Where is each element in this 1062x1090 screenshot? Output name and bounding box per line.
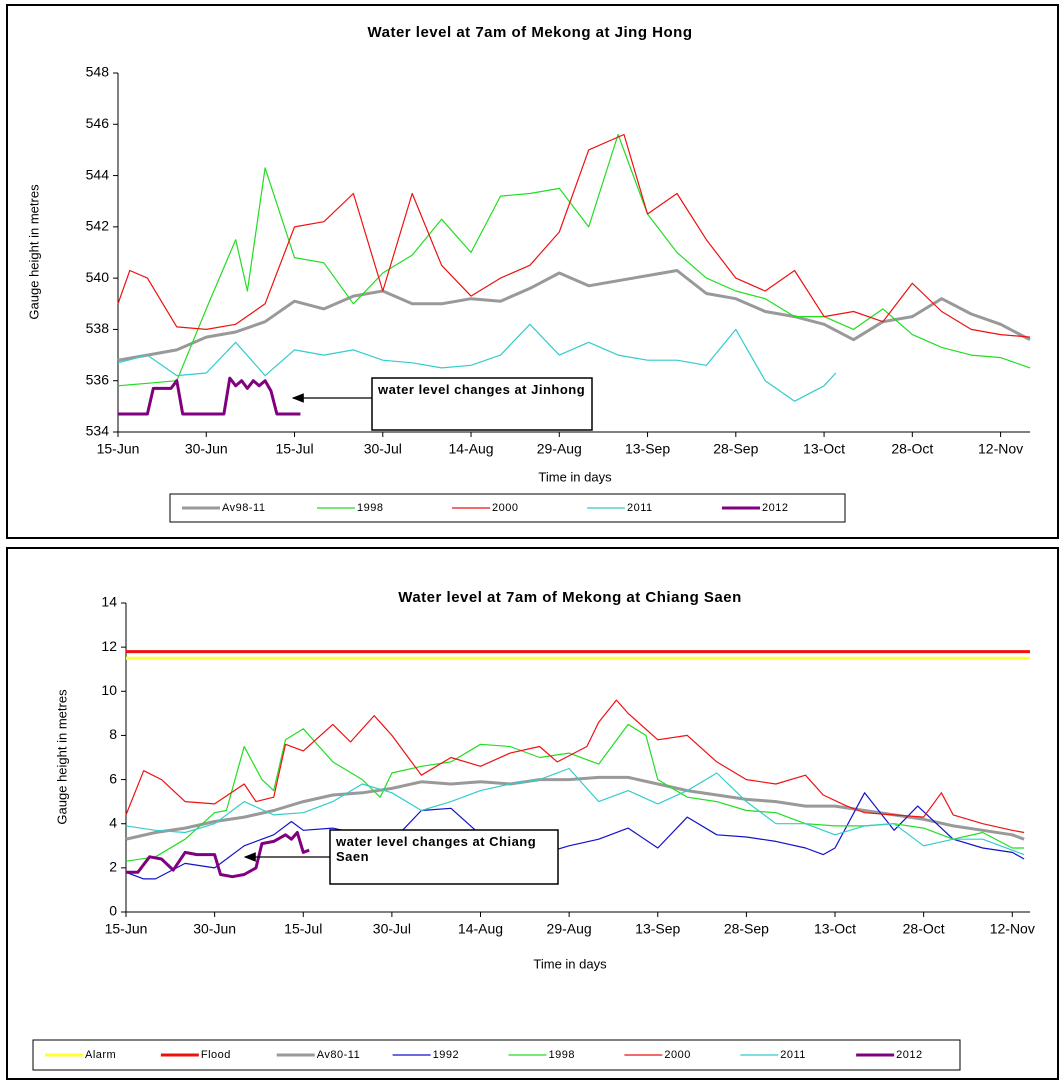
y-tick-label: 10 xyxy=(101,682,117,698)
x-tick-label: 15-Jun xyxy=(105,921,148,937)
annotation-text: water level changes at Chiang Saen xyxy=(330,830,558,884)
legend-label: 1998 xyxy=(357,502,383,514)
series-line xyxy=(126,777,1024,839)
legend-label: 2011 xyxy=(627,502,653,514)
y-tick-label: 540 xyxy=(86,269,110,285)
x-tick-label: 15-Jul xyxy=(275,441,313,457)
x-axis-title: Time in days xyxy=(538,469,612,484)
x-tick-label: 14-Aug xyxy=(448,441,493,457)
legend-label: 1998 xyxy=(549,1049,575,1061)
chart-title: Water level at 7am of Mekong at Jing Hon… xyxy=(368,24,693,41)
y-tick-label: 536 xyxy=(86,371,110,387)
x-tick-label: 12-Nov xyxy=(978,441,1023,457)
y-tick-label: 542 xyxy=(86,218,110,234)
y-axis-title: Gauge height in metres xyxy=(54,689,69,825)
x-tick-label: 30-Jun xyxy=(193,921,236,937)
x-tick-label: 28-Sep xyxy=(724,921,769,937)
series-line xyxy=(126,833,309,877)
x-tick-label: 28-Sep xyxy=(713,441,758,457)
y-axis-title: Gauge height in metres xyxy=(26,184,41,320)
series-line xyxy=(126,724,1024,861)
legend-label: 2011 xyxy=(780,1049,806,1061)
y-tick-label: 8 xyxy=(109,726,117,742)
legend-label: Av98-11 xyxy=(222,502,265,514)
y-tick-label: 544 xyxy=(86,166,110,182)
legend-label: Av80-11 xyxy=(317,1049,360,1061)
y-tick-label: 538 xyxy=(86,320,110,336)
y-tick-label: 534 xyxy=(86,423,110,439)
y-tick-label: 546 xyxy=(86,115,110,131)
x-tick-label: 29-Aug xyxy=(547,921,592,937)
x-tick-label: 28-Oct xyxy=(903,921,945,937)
y-tick-label: 12 xyxy=(101,638,117,654)
x-tick-label: 28-Oct xyxy=(891,441,933,457)
x-tick-label: 13-Sep xyxy=(625,441,670,457)
series-line xyxy=(126,793,1024,879)
chart-frame xyxy=(7,5,1058,538)
legend-label: 2012 xyxy=(896,1049,922,1061)
x-axis-title: Time in days xyxy=(533,956,607,971)
legend-label: 2000 xyxy=(664,1049,690,1061)
x-tick-label: 15-Jul xyxy=(284,921,322,937)
y-tick-label: 6 xyxy=(109,770,117,786)
y-tick-label: 14 xyxy=(101,594,117,610)
y-tick-label: 548 xyxy=(86,64,110,80)
legend-label: Alarm xyxy=(85,1049,116,1061)
x-tick-label: 30-Jul xyxy=(364,441,402,457)
x-tick-label: 12-Nov xyxy=(990,921,1035,937)
y-tick-label: 0 xyxy=(109,903,117,919)
x-tick-label: 14-Aug xyxy=(458,921,503,937)
chart-title: Water level at 7am of Mekong at Chiang S… xyxy=(398,589,742,606)
x-tick-label: 15-Jun xyxy=(97,441,140,457)
x-tick-label: 29-Aug xyxy=(537,441,582,457)
annotation-text: water level changes at Jinhong xyxy=(372,378,592,430)
y-tick-label: 2 xyxy=(109,859,117,875)
chart-frame xyxy=(7,548,1058,1079)
legend-label: Flood xyxy=(201,1049,231,1061)
x-tick-label: 13-Oct xyxy=(803,441,845,457)
series-line xyxy=(126,769,1024,855)
y-tick-label: 4 xyxy=(109,814,117,830)
x-tick-label: 30-Jul xyxy=(373,921,411,937)
annotation-holder: water level changes at Chiang Saen xyxy=(330,830,558,884)
legend-label: 1992 xyxy=(433,1049,459,1061)
legend-label: 2012 xyxy=(762,502,788,514)
series-line xyxy=(118,271,1030,361)
x-tick-label: 13-Sep xyxy=(635,921,680,937)
legend-label: 2000 xyxy=(492,502,518,514)
annotation-holder: water level changes at Jinhong xyxy=(372,378,592,430)
x-tick-label: 13-Oct xyxy=(814,921,856,937)
x-tick-label: 30-Jun xyxy=(185,441,228,457)
